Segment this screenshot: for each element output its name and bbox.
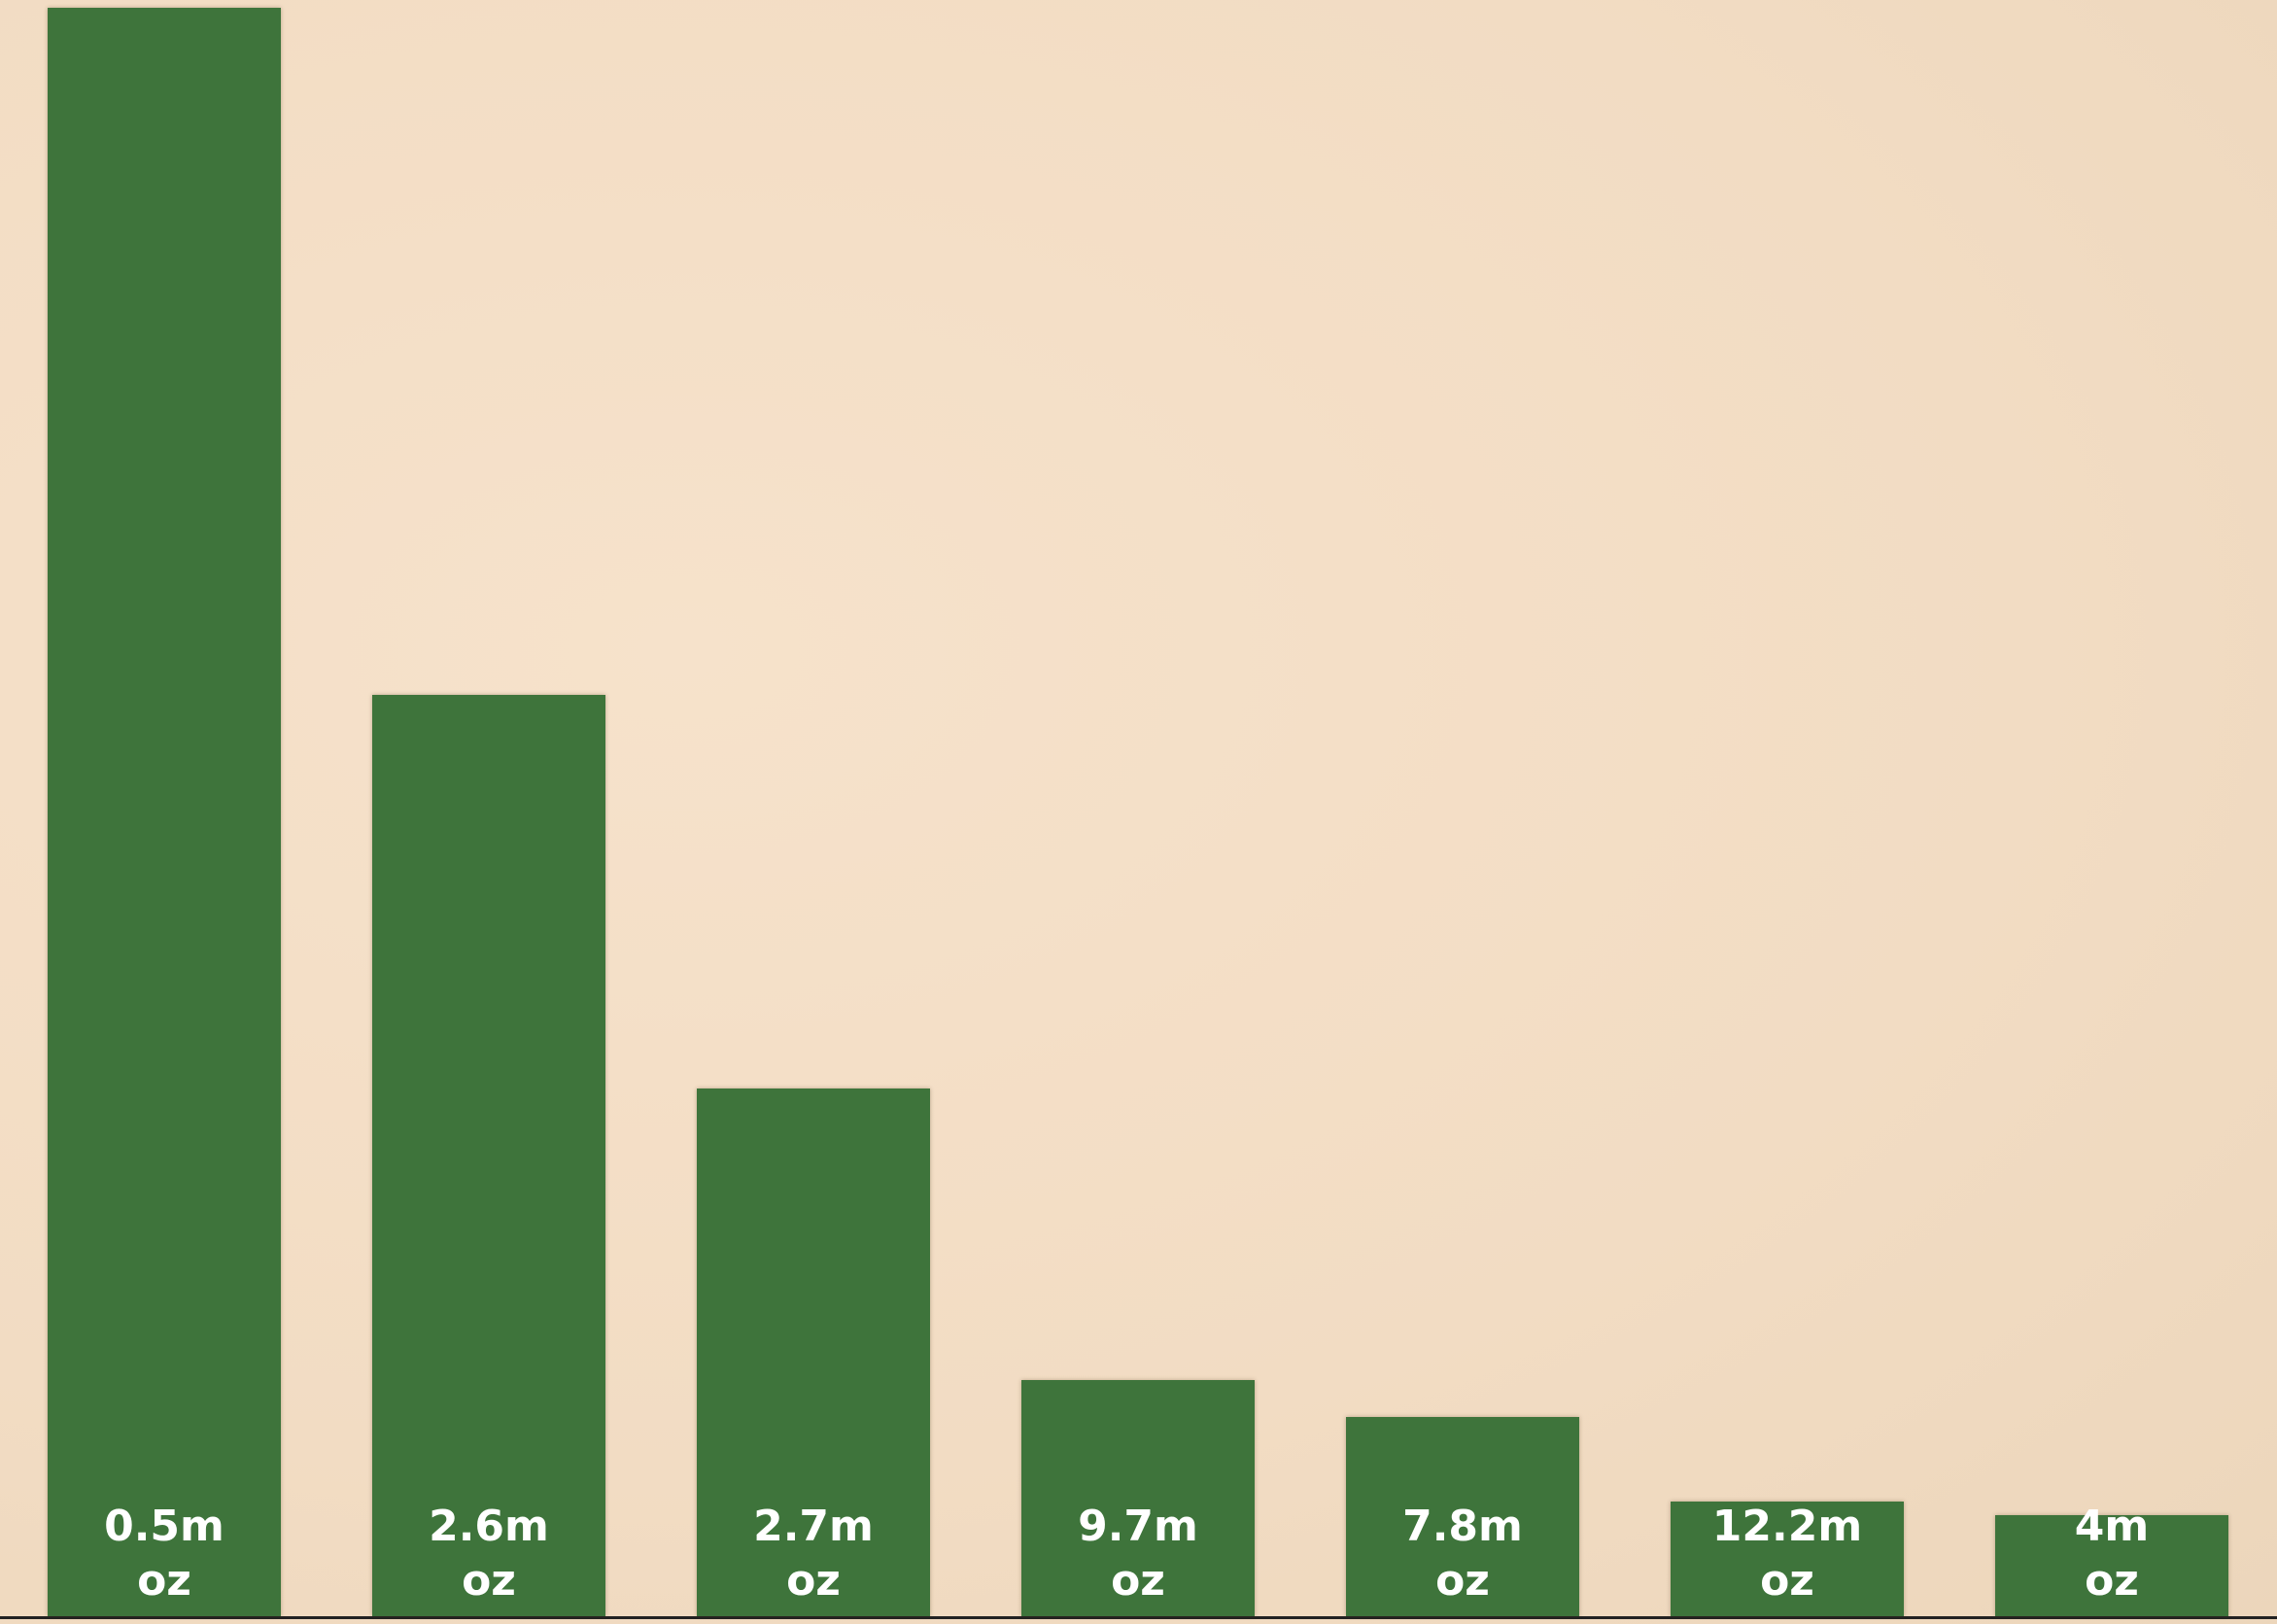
bar-label: 2.6m oz [429, 1502, 549, 1606]
bar [697, 1088, 930, 1616]
bar [1995, 1514, 2228, 1616]
bar [48, 8, 281, 1616]
bar [1346, 1416, 1579, 1616]
bar [1021, 1379, 1255, 1616]
bar-label: 9.7m oz [1078, 1502, 1198, 1606]
baseline [0, 1616, 2277, 1619]
bar [372, 694, 605, 1616]
bar-label: 2.7m oz [753, 1502, 874, 1606]
bar-label: 0.5m oz [104, 1502, 224, 1606]
bar-label: 4m oz [2074, 1502, 2150, 1606]
bar-label: 7.8m oz [1402, 1502, 1523, 1606]
bar [1671, 1502, 1904, 1616]
bar-label: 12.2m oz [1711, 1502, 1863, 1606]
